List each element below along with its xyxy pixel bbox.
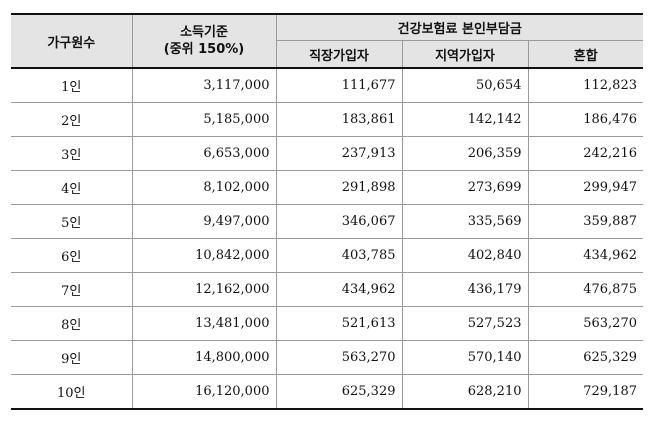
regional-contribution-cell: 273,699 — [401, 170, 529, 205]
employee-contribution-cell: 563,270 — [275, 340, 403, 375]
income-standard-cell: 16,120,000 — [131, 374, 277, 410]
employee-contribution-cell: 521,613 — [275, 306, 403, 341]
household-size-cell: 4인 — [11, 170, 133, 205]
health-insurance-table: 가구원수 소득기준 (중위 150%) 건강보험료 본인부담금 직장가입자 지역… — [11, 13, 643, 410]
regional-contribution-cell: 206,359 — [401, 136, 529, 171]
table-row: 10인 16,120,000 625,329 628,210 729,187 — [11, 374, 643, 410]
header-row-top: 가구원수 소득기준 (중위 150%) 건강보험료 본인부담금 — [11, 13, 643, 69]
employee-contribution-cell: 237,913 — [275, 136, 403, 171]
household-size-cell: 8인 — [11, 306, 133, 341]
mixed-contribution-cell: 563,270 — [527, 306, 643, 341]
insurance-contribution-header: 건강보험료 본인부담금 — [275, 13, 643, 41]
table-row: 1인 3,117,000 111,677 50,654 112,823 — [11, 67, 643, 103]
income-standard-cell: 9,497,000 — [131, 204, 277, 239]
regional-contribution-cell: 628,210 — [401, 374, 529, 410]
mixed-contribution-cell: 625,329 — [527, 340, 643, 375]
income-standard-note: (중위 150%) — [163, 42, 245, 57]
employee-contribution-cell: 625,329 — [275, 374, 403, 410]
income-standard-header: 소득기준 (중위 150%) — [131, 13, 277, 69]
table-body: 1인 3,117,000 111,677 50,654 112,823 2인 5,185,0… — [11, 67, 643, 410]
table-row: 4인 8,102,000 291,898 273,699 299,947 — [11, 170, 643, 205]
income-standard-cell: 6,653,000 — [131, 136, 277, 171]
table-row: 6인 10,842,000 403,785 402,840 434,962 — [11, 238, 643, 273]
mixed-contribution-cell: 112,823 — [527, 67, 643, 103]
mixed-contribution-cell: 476,875 — [527, 272, 643, 307]
table-header: 가구원수 소득기준 (중위 150%) 건강보험료 본인부담금 직장가입자 지역… — [11, 13, 643, 69]
mixed-contribution-cell: 434,962 — [527, 238, 643, 273]
mixed-contribution-cell: 359,887 — [527, 204, 643, 239]
table-row: 8인 13,481,000 521,613 527,523 563,270 — [11, 306, 643, 341]
household-size-cell: 10인 — [11, 374, 133, 410]
mixed-contribution-cell: 242,216 — [527, 136, 643, 171]
mixed-contribution-cell: 186,476 — [527, 102, 643, 137]
mixed-contribution-cell: 729,187 — [527, 374, 643, 410]
household-size-cell: 1인 — [11, 67, 133, 103]
employee-contribution-cell: 183,861 — [275, 102, 403, 137]
table-row: 2인 5,185,000 183,861 142,142 186,476 — [11, 102, 643, 137]
income-standard-cell: 10,842,000 — [131, 238, 277, 273]
table-row: 5인 9,497,000 346,067 335,569 359,887 — [11, 204, 643, 239]
income-standard-cell: 13,481,000 — [131, 306, 277, 341]
table-row: 3인 6,653,000 237,913 206,359 242,216 — [11, 136, 643, 171]
table-row: 9인 14,800,000 563,270 570,140 625,329 — [11, 340, 643, 375]
income-standard-cell: 8,102,000 — [131, 170, 277, 205]
regional-contribution-cell: 527,523 — [401, 306, 529, 341]
regional-subscriber-header: 지역가입자 — [401, 40, 529, 69]
header-row-sub: 직장가입자 지역가입자 혼합 — [11, 40, 643, 69]
income-standard-cell: 5,185,000 — [131, 102, 277, 137]
income-standard-cell: 14,800,000 — [131, 340, 277, 375]
table-row: 7인 12,162,000 434,962 436,179 476,875 — [11, 272, 643, 307]
employee-contribution-cell: 111,677 — [275, 67, 403, 103]
regional-contribution-cell: 436,179 — [401, 272, 529, 307]
employee-subscriber-header: 직장가입자 — [276, 40, 403, 69]
household-size-cell: 5인 — [11, 204, 133, 239]
mixed-header: 혼합 — [527, 40, 643, 69]
employee-contribution-cell: 346,067 — [275, 204, 403, 239]
mixed-contribution-cell: 299,947 — [527, 170, 643, 205]
regional-contribution-cell: 335,569 — [401, 204, 529, 239]
income-standard-cell: 3,117,000 — [131, 67, 277, 103]
regional-contribution-cell: 142,142 — [401, 102, 529, 137]
household-size-cell: 9인 — [11, 340, 133, 375]
income-standard-cell: 12,162,000 — [131, 272, 277, 307]
household-size-cell: 7인 — [11, 272, 133, 307]
regional-contribution-cell: 50,654 — [401, 67, 529, 103]
household-size-cell: 2인 — [11, 102, 133, 137]
income-standard-label: 소득기준 — [180, 25, 228, 40]
household-size-header: 가구원수 — [11, 13, 133, 69]
employee-contribution-cell: 434,962 — [275, 272, 403, 307]
regional-contribution-cell: 570,140 — [401, 340, 529, 375]
household-size-cell: 3인 — [11, 136, 133, 171]
employee-contribution-cell: 291,898 — [275, 170, 403, 205]
employee-contribution-cell: 403,785 — [275, 238, 403, 273]
household-size-cell: 6인 — [11, 238, 133, 273]
regional-contribution-cell: 402,840 — [401, 238, 529, 273]
